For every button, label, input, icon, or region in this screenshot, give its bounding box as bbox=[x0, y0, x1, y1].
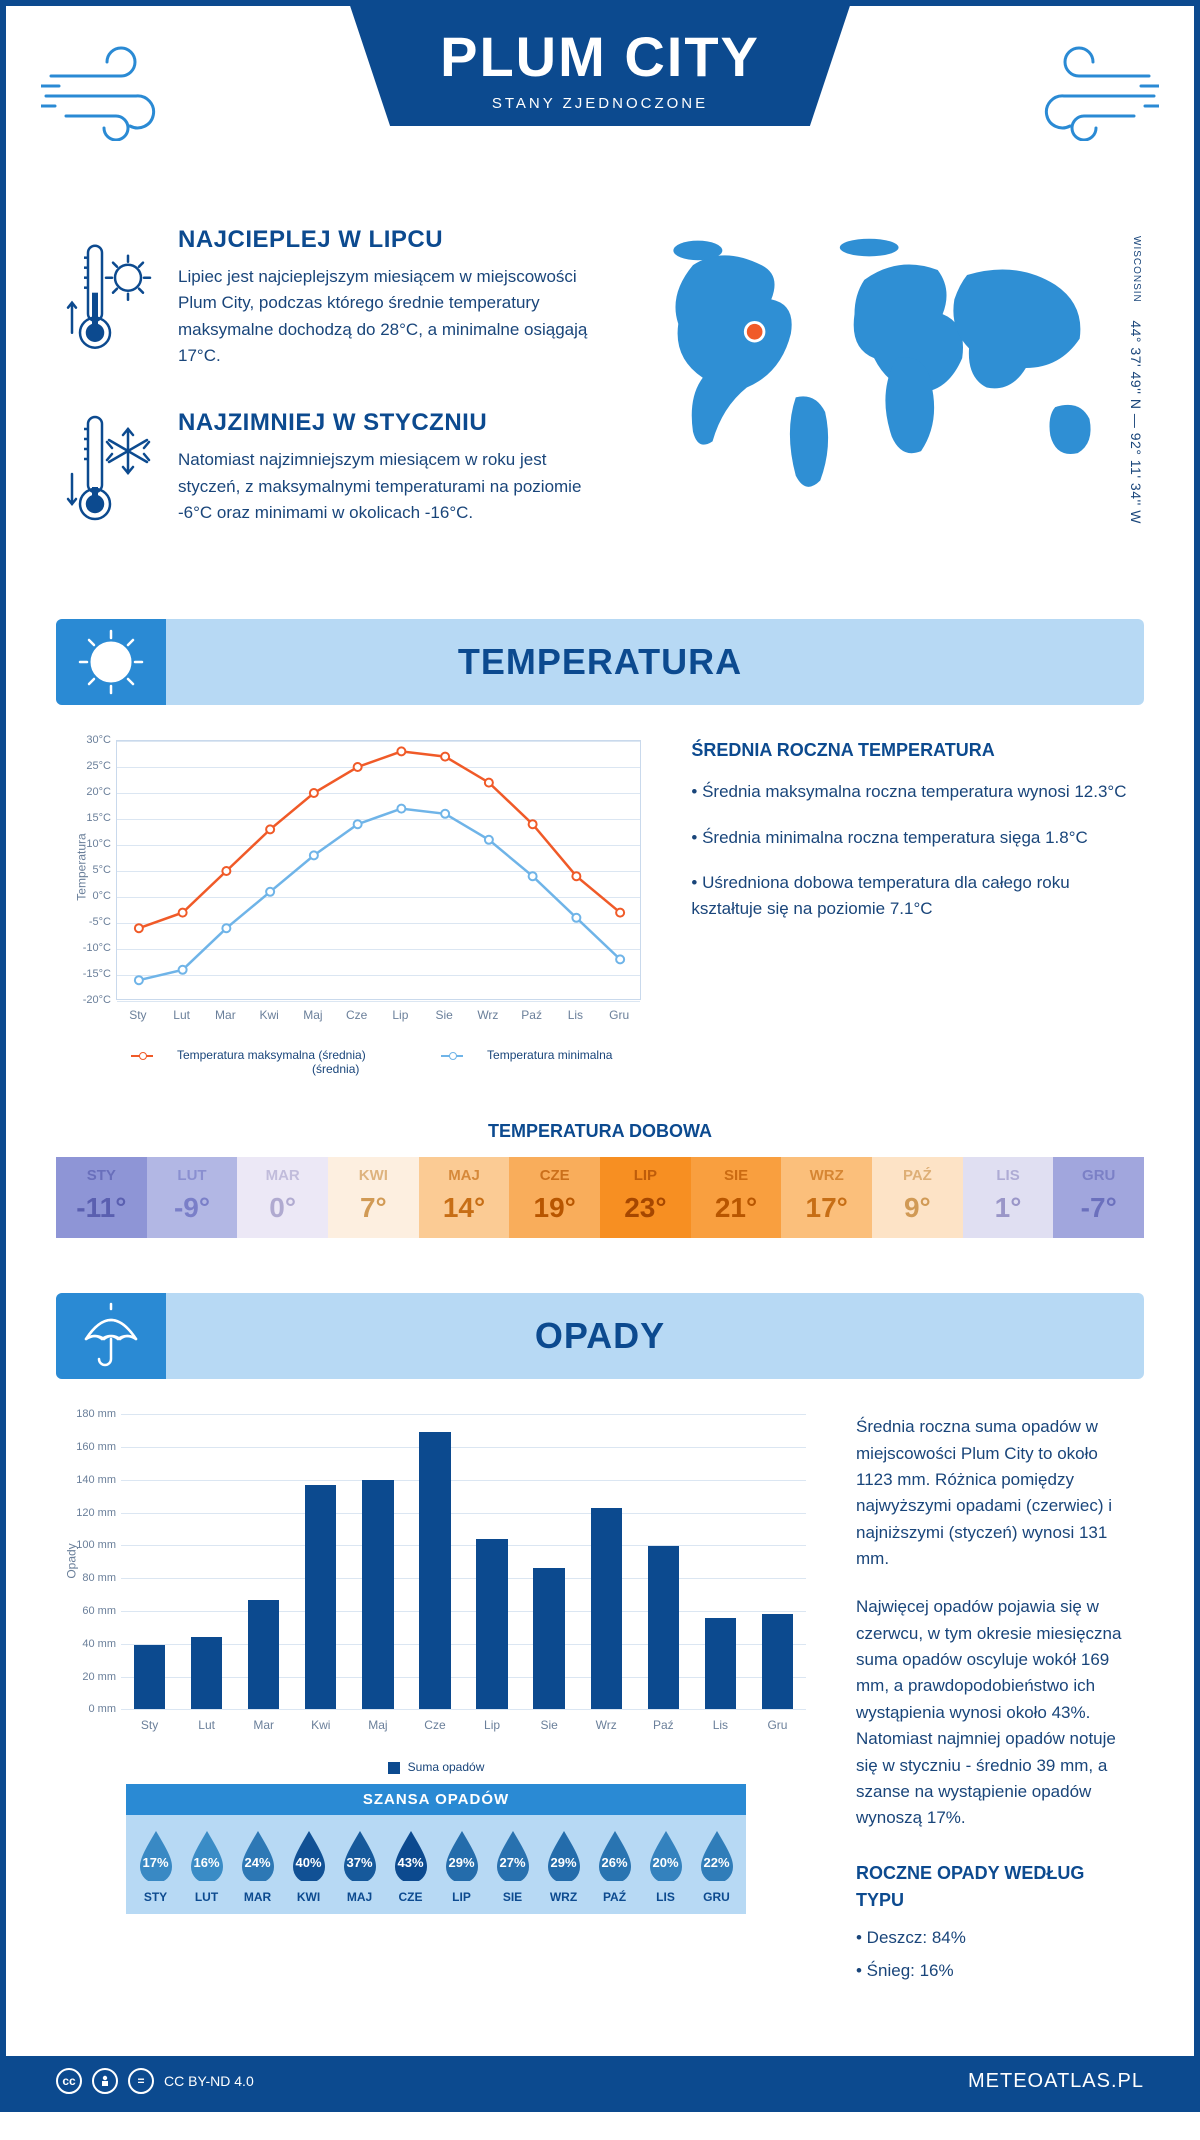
thermometer-hot-icon bbox=[66, 226, 156, 369]
daily-cell: WRZ17° bbox=[781, 1157, 872, 1238]
country-name: STANY ZJEDNOCZONE bbox=[440, 95, 760, 112]
chance-drop: 27%SIE bbox=[487, 1829, 538, 1904]
cold-text: Natomiast najzimniejszym miesiącem w rok… bbox=[178, 447, 604, 526]
daily-cell: SIE21° bbox=[691, 1157, 782, 1238]
page: PLUM CITY STANY ZJEDNOCZONE bbox=[0, 0, 1200, 2112]
chance-drop: 22%GRU bbox=[691, 1829, 742, 1904]
precip-type-title: ROCZNE OPADY WEDŁUG TYPU bbox=[856, 1860, 1134, 1916]
chance-drop: 26%PAŹ bbox=[589, 1829, 640, 1904]
daily-cell: GRU-7° bbox=[1053, 1157, 1144, 1238]
intro-section: NAJCIEPLEJ W LIPCU Lipiec jest najcieple… bbox=[6, 186, 1194, 599]
chance-drop: 43%CZE bbox=[385, 1829, 436, 1904]
facts-column: NAJCIEPLEJ W LIPCU Lipiec jest najcieple… bbox=[66, 226, 604, 569]
temperature-section-bar: TEMPERATURA bbox=[56, 619, 1144, 705]
hottest-fact: NAJCIEPLEJ W LIPCU Lipiec jest najcieple… bbox=[66, 226, 604, 369]
title-banner: PLUM CITY STANY ZJEDNOCZONE bbox=[350, 6, 850, 126]
daily-temp-title: TEMPERATURA DOBOWA bbox=[6, 1121, 1194, 1142]
license: cc = CC BY-ND 4.0 bbox=[56, 2068, 254, 2094]
temp-legend: Temperatura maksymalna (średnia) Tempera… bbox=[66, 1048, 641, 1076]
chance-drop: 29%LIP bbox=[436, 1829, 487, 1904]
temperature-chart: Temperatura -20°C-15°C-10°C-5°C0°C5°C10°… bbox=[66, 740, 641, 1076]
chance-drop: 24%MAR bbox=[232, 1829, 283, 1904]
lon: 92° 11' 34'' W bbox=[1128, 433, 1144, 524]
temperature-summary: ŚREDNIA ROCZNA TEMPERATURA • Średnia mak… bbox=[691, 740, 1134, 1076]
chance-drop: 16%LUT bbox=[181, 1829, 232, 1904]
precip-summary: Średnia roczna suma opadów w miejscowośc… bbox=[856, 1414, 1134, 2006]
precip-chart-column: Opady 0 mm20 mm40 mm60 mm80 mm100 mm120 … bbox=[66, 1414, 806, 2006]
coldest-fact: NAJZIMNIEJ W STYCZNIU Natomiast najzimni… bbox=[66, 409, 604, 529]
daily-cell: PAŹ9° bbox=[872, 1157, 963, 1238]
coordinates: WISCONSIN 44° 37' 49'' N — 92° 11' 34'' … bbox=[1128, 236, 1144, 524]
cc-icon: cc bbox=[56, 2068, 82, 2094]
thermometer-cold-icon bbox=[66, 409, 156, 529]
city-name: PLUM CITY bbox=[440, 24, 760, 89]
chance-title: SZANSA OPADÓW bbox=[126, 1784, 746, 1815]
daily-cell: LIP23° bbox=[600, 1157, 691, 1238]
nd-icon: = bbox=[128, 2068, 154, 2094]
chance-drop: 37%MAJ bbox=[334, 1829, 385, 1904]
precip-legend: Suma opadów bbox=[66, 1760, 806, 1774]
chance-drop: 17%STY bbox=[130, 1829, 181, 1904]
cold-title: NAJZIMNIEJ W STYCZNIU bbox=[178, 409, 604, 437]
daily-cell: MAR0° bbox=[237, 1157, 328, 1238]
temp-side-title: ŚREDNIA ROCZNA TEMPERATURA bbox=[691, 740, 1134, 761]
daily-cell: MAJ14° bbox=[419, 1157, 510, 1238]
wind-icon bbox=[1019, 41, 1159, 141]
daily-cell: LUT-9° bbox=[147, 1157, 238, 1238]
precip-body: Opady 0 mm20 mm40 mm60 mm80 mm100 mm120 … bbox=[6, 1379, 1194, 2016]
chance-strip: SZANSA OPADÓW 17%STY16%LUT24%MAR40%KWI37… bbox=[126, 1784, 746, 1914]
daily-cell: CZE19° bbox=[509, 1157, 600, 1238]
chance-drop: 20%LIS bbox=[640, 1829, 691, 1904]
wind-icon bbox=[41, 41, 181, 141]
temperature-body: Temperatura -20°C-15°C-10°C-5°C0°C5°C10°… bbox=[6, 705, 1194, 1091]
precip-title: OPADY bbox=[56, 1315, 1144, 1357]
temperature-title: TEMPERATURA bbox=[56, 641, 1144, 683]
hot-title: NAJCIEPLEJ W LIPCU bbox=[178, 226, 604, 254]
chance-drop: 29%WRZ bbox=[538, 1829, 589, 1904]
precip-section-bar: OPADY bbox=[56, 1293, 1144, 1379]
daily-cell: LIS1° bbox=[963, 1157, 1054, 1238]
daily-cell: STY-11° bbox=[56, 1157, 147, 1238]
brand: METEOATLAS.PL bbox=[968, 2070, 1144, 2093]
daily-temp-table: STY-11°LUT-9°MAR0°KWI7°MAJ14°CZE19°LIP23… bbox=[56, 1157, 1144, 1238]
footer: cc = CC BY-ND 4.0 METEOATLAS.PL bbox=[6, 2056, 1194, 2106]
chance-drop: 40%KWI bbox=[283, 1829, 334, 1904]
map-column: WISCONSIN 44° 37' 49'' N — 92° 11' 34'' … bbox=[644, 226, 1134, 569]
header: PLUM CITY STANY ZJEDNOCZONE bbox=[6, 6, 1194, 186]
state-label: WISCONSIN bbox=[1131, 236, 1142, 303]
daily-cell: KWI7° bbox=[328, 1157, 419, 1238]
hot-text: Lipiec jest najcieplejszym miesiącem w m… bbox=[178, 264, 604, 369]
by-icon bbox=[92, 2068, 118, 2094]
world-map-icon bbox=[644, 226, 1134, 500]
lat: 44° 37' 49'' N bbox=[1128, 320, 1144, 409]
